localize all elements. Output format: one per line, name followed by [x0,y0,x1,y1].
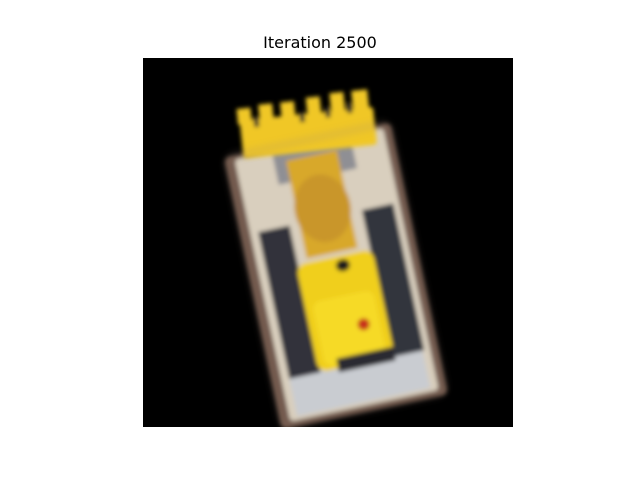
left-track [258,225,321,379]
rendered-image [143,58,513,427]
cab-top [313,291,385,366]
figure-title: Iteration 2500 [263,33,377,52]
bulldozer-render [143,58,513,427]
red-light [357,318,370,331]
right-track [361,203,425,357]
